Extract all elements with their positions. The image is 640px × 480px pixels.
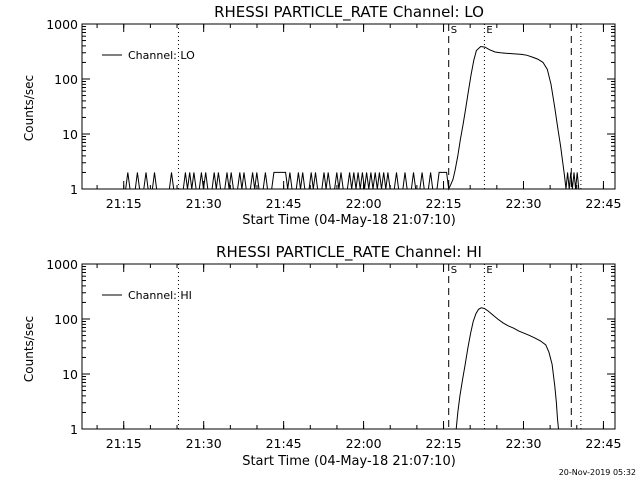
y-tick-label-lo: 100	[54, 72, 78, 87]
y-axis-label-hi: Counts/sec	[22, 316, 36, 382]
chart-marks-lo: 1 10 100 1000 21:15 21:30 21:45 22:00 22:15 22:30…	[46, 17, 621, 211]
plot-frame-hi	[81, 263, 616, 430]
x-tick-label-hi: 21:45	[266, 436, 302, 451]
x-tick-label-lo: 21:45	[266, 196, 302, 211]
x-tick-label-hi: 21:30	[186, 436, 222, 451]
legend-label-hi: Channel: HI	[128, 289, 192, 302]
series-line-hi	[455, 307, 559, 430]
y-tick-label-hi: 10	[62, 367, 78, 382]
marker-label-lo: S	[451, 25, 457, 36]
chart-marks-hi: 1 10 100 1000 21:15 21:30 21:45 22:00 22:15 22:30…	[46, 257, 621, 451]
chart-panel-lo: RHESSI PARTICLE_RATE Channel: LO Start T…	[22, 3, 621, 228]
marker-label-lo: E	[486, 25, 492, 36]
timestamp-footer: 20-Nov-2019 05:32	[559, 468, 636, 477]
marker-label-hi: E	[486, 265, 492, 276]
y-tick-label-hi: 1000	[46, 257, 78, 272]
x-tick-label-lo: 22:30	[505, 196, 541, 211]
plot-frame-lo	[81, 23, 616, 190]
chart-title-lo: RHESSI PARTICLE_RATE Channel: LO	[214, 3, 484, 22]
x-tick-label-lo: 21:15	[106, 196, 142, 211]
x-tick-label-hi: 22:45	[585, 436, 621, 451]
x-tick-label-lo: 22:15	[426, 196, 462, 211]
y-tick-label-hi: 100	[54, 312, 78, 327]
chart-panel-hi: RHESSI PARTICLE_RATE Channel: HI Start T…	[22, 243, 621, 469]
x-tick-label-lo: 22:00	[346, 196, 382, 211]
x-tick-label-lo: 22:45	[585, 196, 621, 211]
x-tick-label-hi: 22:00	[346, 436, 382, 451]
x-axis-label-hi: Start Time (04-May-18 21:07:10)	[242, 454, 456, 469]
x-tick-label-hi: 22:15	[426, 436, 462, 451]
y-tick-label-lo: 1	[70, 182, 78, 197]
y-tick-label-lo: 1000	[46, 17, 78, 32]
legend-label-lo: Channel: LO	[128, 49, 195, 62]
x-tick-label-lo: 21:30	[186, 196, 222, 211]
y-tick-label-lo: 10	[62, 127, 78, 142]
x-tick-label-hi: 22:30	[505, 436, 541, 451]
marker-label-hi: S	[451, 265, 457, 276]
x-tick-label-hi: 21:15	[106, 436, 142, 451]
chart-title-hi: RHESSI PARTICLE_RATE Channel: HI	[216, 243, 482, 262]
y-axis-label-lo: Counts/sec	[22, 75, 36, 141]
series-line-lo	[82, 45, 580, 191]
x-axis-label-lo: Start Time (04-May-18 21:07:10)	[242, 213, 456, 228]
y-tick-label-hi: 1	[70, 422, 78, 437]
